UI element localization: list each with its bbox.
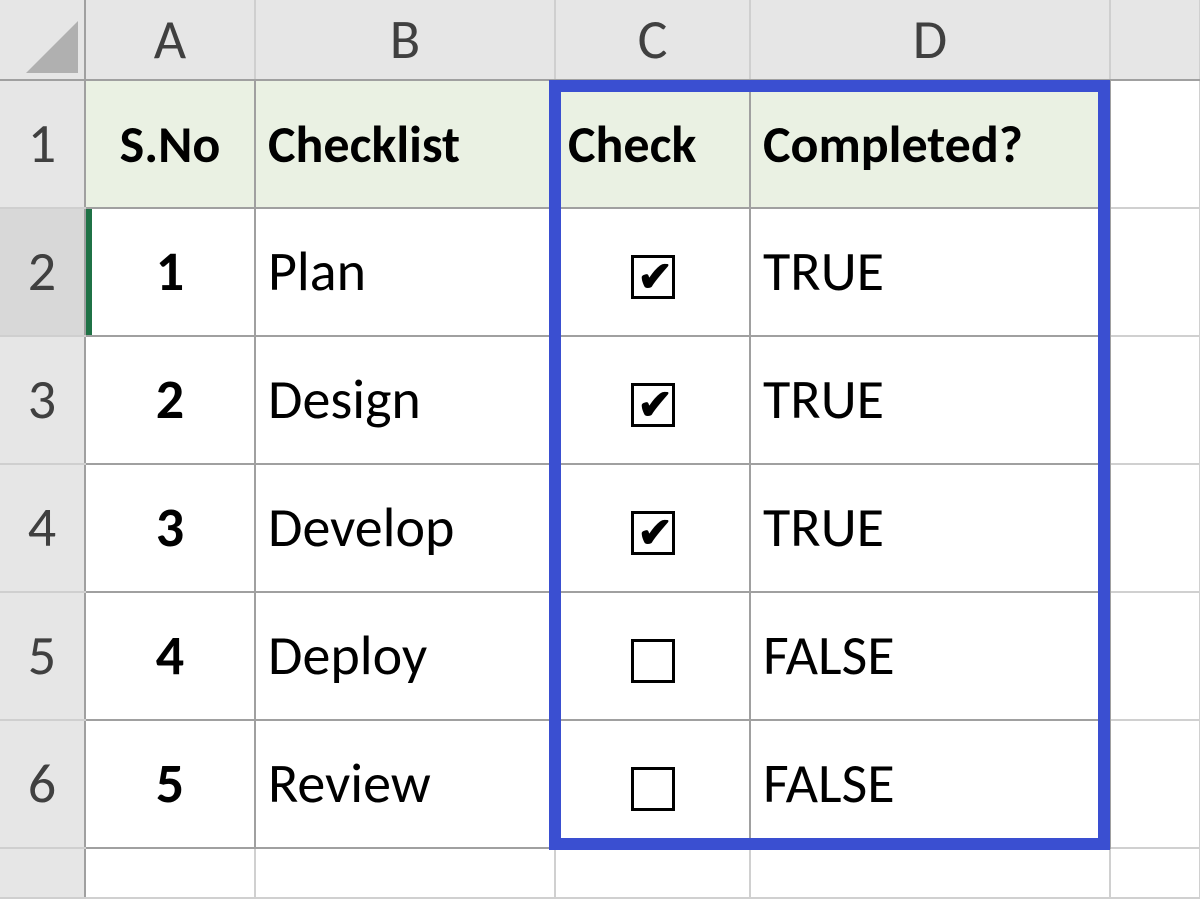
checkbox-row-2[interactable]: ✔ [631, 383, 675, 427]
row-header-4[interactable]: 4 [0, 464, 85, 592]
cell-trail-5 [1110, 592, 1200, 720]
cell-b3[interactable]: Design [255, 336, 555, 464]
cell-a5[interactable]: 4 [85, 592, 255, 720]
cell-d4[interactable]: TRUE [750, 464, 1110, 592]
row-header-5[interactable]: 5 [0, 592, 85, 720]
cell-c6[interactable] [555, 720, 750, 848]
cell-trail-3 [1110, 336, 1200, 464]
cell-d3[interactable]: TRUE [750, 336, 1110, 464]
column-header-d[interactable]: D [750, 0, 1110, 80]
spreadsheet-viewport: A B C D 1 S.No Checklist Check Completed… [0, 0, 1200, 900]
column-header-a[interactable]: A [85, 0, 255, 80]
cell-b4[interactable]: Develop [255, 464, 555, 592]
cell-a3[interactable]: 2 [85, 336, 255, 464]
cell-trail-a [85, 848, 255, 898]
row-header-3[interactable]: 3 [0, 336, 85, 464]
cell-b5[interactable]: Deploy [255, 592, 555, 720]
cell-trail-2 [1110, 208, 1200, 336]
cell-a6[interactable]: 5 [85, 720, 255, 848]
cell-d5[interactable]: FALSE [750, 592, 1110, 720]
cell-d6[interactable]: FALSE [750, 720, 1110, 848]
cell-c5[interactable] [555, 592, 750, 720]
cell-trail-d [750, 848, 1110, 898]
cell-c3[interactable]: ✔ [555, 336, 750, 464]
cell-trail-6 [1110, 720, 1200, 848]
row-header-6[interactable]: 6 [0, 720, 85, 848]
checkbox-row-1[interactable]: ✔ [631, 255, 675, 299]
cell-trail-c [555, 848, 750, 898]
cell-d2[interactable]: TRUE [750, 208, 1110, 336]
select-all-triangle-icon [26, 21, 78, 73]
cell-trail-b [255, 848, 555, 898]
cell-b1[interactable]: Checklist [255, 80, 555, 208]
select-all-corner[interactable] [0, 0, 85, 80]
cell-c1[interactable]: Check [555, 80, 750, 208]
row-header-trail [0, 848, 85, 898]
cell-c2[interactable]: ✔ [555, 208, 750, 336]
cell-b6[interactable]: Review [255, 720, 555, 848]
cell-a1[interactable]: S.No [85, 80, 255, 208]
checkbox-row-3[interactable]: ✔ [631, 511, 675, 555]
column-header-c[interactable]: C [555, 0, 750, 80]
checkbox-row-5[interactable] [631, 767, 675, 811]
checkmark-icon: ✔ [638, 256, 673, 300]
cell-c4[interactable]: ✔ [555, 464, 750, 592]
cell-b2[interactable]: Plan [255, 208, 555, 336]
spreadsheet-grid: A B C D 1 S.No Checklist Check Completed… [0, 0, 1200, 899]
cell-trail-4 [1110, 464, 1200, 592]
cell-d1[interactable]: Completed? [750, 80, 1110, 208]
checkmark-icon: ✔ [638, 512, 673, 556]
column-header-b[interactable]: B [255, 0, 555, 80]
row-header-2[interactable]: 2 [0, 208, 85, 336]
checkmark-icon: ✔ [638, 384, 673, 428]
column-header-trail [1110, 0, 1200, 80]
cell-a2[interactable]: 1 [85, 208, 255, 336]
checkbox-row-4[interactable] [631, 639, 675, 683]
cell-trail-1 [1110, 80, 1200, 208]
cell-trail-e [1110, 848, 1200, 898]
cell-a4[interactable]: 3 [85, 464, 255, 592]
row-header-1[interactable]: 1 [0, 80, 85, 208]
